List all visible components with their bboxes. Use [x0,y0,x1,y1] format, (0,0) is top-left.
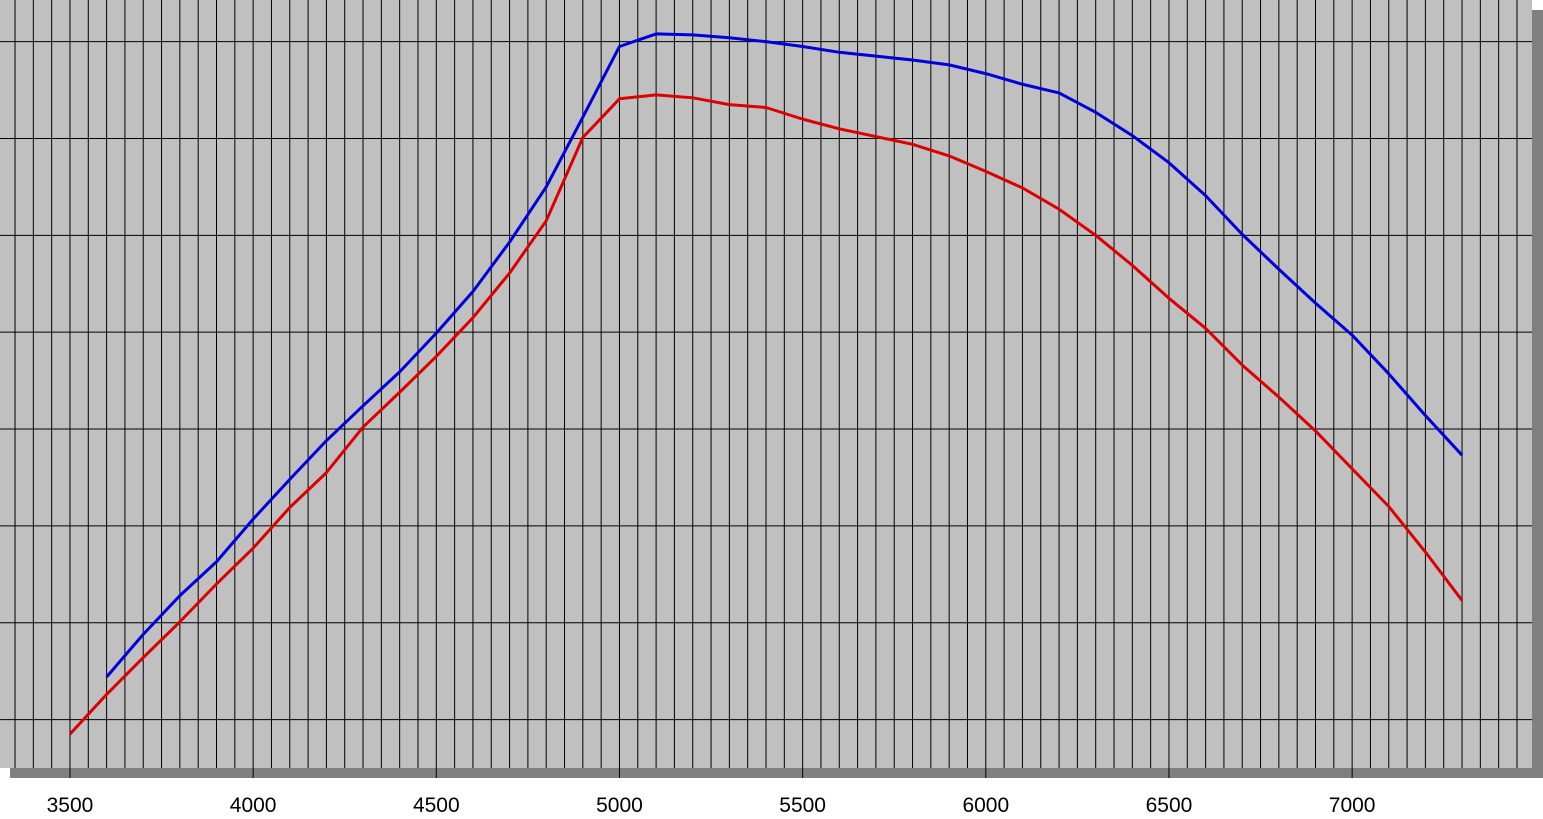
x-tick-label: 5500 [779,794,826,817]
series-line [105,32,1464,678]
x-tick-label: 5000 [596,794,643,817]
x-tick-label: 3500 [47,794,94,817]
series-line [68,93,1464,736]
x-tick-label: 7000 [1329,794,1376,817]
x-tick-label: 4000 [230,794,277,817]
x-tick-label: 6500 [1146,794,1193,817]
x-tick-label: 4500 [413,794,460,817]
x-tick-label: 6000 [962,794,1009,817]
